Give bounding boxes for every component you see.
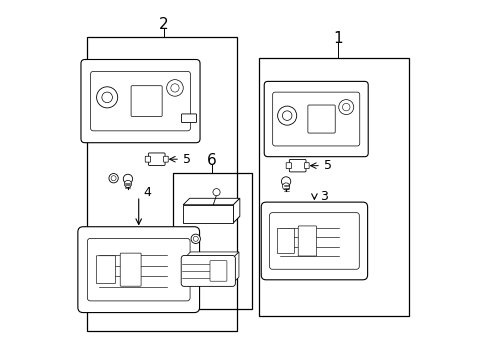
FancyBboxPatch shape: [163, 156, 168, 162]
Text: 5: 5: [182, 153, 190, 166]
FancyBboxPatch shape: [304, 163, 308, 168]
Circle shape: [282, 111, 291, 120]
Polygon shape: [183, 216, 239, 223]
FancyBboxPatch shape: [120, 253, 141, 286]
Circle shape: [212, 189, 220, 196]
Circle shape: [281, 177, 290, 186]
FancyBboxPatch shape: [261, 202, 367, 280]
FancyBboxPatch shape: [277, 228, 294, 253]
Circle shape: [342, 103, 349, 111]
FancyBboxPatch shape: [145, 156, 150, 162]
Polygon shape: [183, 252, 239, 258]
FancyBboxPatch shape: [81, 59, 200, 143]
Polygon shape: [183, 205, 233, 223]
FancyBboxPatch shape: [148, 153, 165, 166]
Polygon shape: [183, 198, 239, 205]
FancyBboxPatch shape: [96, 256, 115, 284]
FancyBboxPatch shape: [87, 238, 190, 301]
FancyBboxPatch shape: [181, 114, 196, 122]
Circle shape: [124, 180, 131, 188]
FancyBboxPatch shape: [264, 81, 367, 157]
Text: 2: 2: [159, 17, 168, 32]
FancyBboxPatch shape: [90, 71, 190, 131]
Bar: [258, 58, 408, 316]
Circle shape: [191, 234, 200, 243]
FancyBboxPatch shape: [181, 256, 235, 286]
Bar: [86, 37, 237, 330]
Text: 4: 4: [143, 186, 151, 199]
Text: 1: 1: [332, 31, 342, 46]
Text: 5: 5: [323, 159, 331, 172]
FancyBboxPatch shape: [289, 159, 305, 172]
Circle shape: [282, 183, 289, 190]
FancyBboxPatch shape: [272, 92, 359, 146]
Text: 6: 6: [207, 153, 217, 168]
Circle shape: [166, 80, 183, 96]
Circle shape: [338, 100, 353, 114]
FancyBboxPatch shape: [269, 213, 359, 269]
Circle shape: [123, 174, 132, 184]
Circle shape: [102, 92, 112, 103]
Polygon shape: [232, 252, 239, 283]
FancyBboxPatch shape: [131, 86, 162, 117]
FancyBboxPatch shape: [209, 261, 226, 281]
Circle shape: [97, 87, 118, 108]
FancyBboxPatch shape: [298, 226, 316, 256]
Circle shape: [170, 84, 179, 92]
FancyBboxPatch shape: [285, 163, 291, 168]
FancyBboxPatch shape: [78, 227, 199, 312]
Polygon shape: [233, 198, 239, 223]
Circle shape: [277, 106, 296, 125]
FancyBboxPatch shape: [307, 105, 335, 133]
Text: 3: 3: [319, 190, 327, 203]
Circle shape: [109, 174, 118, 183]
Circle shape: [111, 176, 116, 181]
Bar: [172, 173, 251, 309]
Circle shape: [193, 236, 198, 241]
